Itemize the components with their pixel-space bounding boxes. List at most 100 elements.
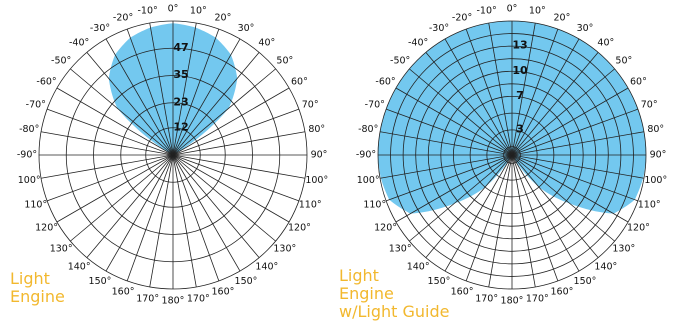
angle-tick-label: 150°: [428, 276, 451, 287]
ring-value-label: 3: [516, 122, 524, 135]
angle-tick-label: 130°: [389, 243, 412, 254]
spoke-gridline: [86, 154, 174, 258]
angle-tick-label: 10°: [190, 6, 207, 17]
spoke-gridline: [409, 68, 513, 156]
angle-tick-label: 160°: [211, 287, 234, 298]
spoke-gridline: [511, 154, 629, 223]
ring-value-label: 47: [173, 41, 188, 54]
spoke-gridline: [385, 154, 513, 202]
spoke-gridline: [172, 52, 260, 156]
angle-tick-label: 130°: [612, 243, 635, 254]
angle-tick-label: 60°: [630, 77, 647, 88]
angle-tick-label: -80°: [358, 124, 378, 135]
spoke-gridline: [511, 108, 639, 156]
angle-tick-label: 50°: [615, 56, 632, 67]
angle-tick-label: -60°: [36, 77, 56, 88]
angle-tick-label: 60°: [291, 77, 308, 88]
spoke-gridline: [149, 22, 174, 156]
angle-tick-label: 100°: [644, 175, 667, 186]
angle-tick-label: -10°: [138, 6, 158, 17]
ring-value-label: 35: [173, 68, 188, 81]
spoke-gridline: [172, 154, 241, 272]
spoke-gridline: [105, 154, 174, 272]
angle-tick-label: 110°: [299, 199, 322, 210]
angle-tick-label: 140°: [407, 261, 430, 272]
spoke-gridline: [172, 154, 306, 179]
ring-value-label: 10: [512, 64, 528, 77]
angle-tick-label: 40°: [258, 38, 275, 49]
spoke-gridline: [425, 154, 513, 258]
spoke-gridline: [425, 52, 513, 156]
angle-tick-label: -30°: [429, 23, 449, 34]
angle-tick-label: 30°: [238, 23, 255, 34]
angle-tick-label: 160°: [550, 287, 573, 298]
spoke-gridline: [395, 154, 513, 223]
spoke-gridline: [172, 154, 197, 288]
angle-tick-label: -20°: [452, 12, 472, 23]
spoke-gridline: [172, 68, 276, 156]
polar-chart-light-engine-light-guide: 0° 10° 20° 30°40°50° 60° 70° 80° 90° 100° 110° 120…: [356, 4, 667, 307]
spoke-gridline: [40, 131, 174, 156]
spoke-gridline: [172, 28, 220, 156]
angle-tick-label: 80°: [308, 124, 325, 135]
ring-value-label: 7: [516, 89, 524, 102]
spoke-gridline: [149, 154, 174, 288]
angle-tick-label: 100°: [357, 175, 380, 186]
legend-light-engine-light-guide: Light Engine w/Light Guide: [339, 267, 449, 321]
spoke-gridline: [56, 154, 174, 223]
angle-tick-label: 170°: [475, 293, 498, 304]
legend-line: Light: [339, 266, 379, 285]
angle-tick-label: 50°: [276, 56, 293, 67]
ring-value-label: 12: [173, 120, 188, 133]
ring-value-label: 23: [173, 95, 188, 108]
legend-line: Engine: [339, 284, 394, 303]
angle-tick-label: 110°: [24, 199, 47, 210]
angle-tick-label: 140°: [68, 261, 91, 272]
angle-tick-label: 100°: [18, 175, 41, 186]
angle-tick-label: 90°: [650, 150, 667, 161]
spoke-gridline: [385, 108, 513, 156]
spoke-gridline: [395, 87, 513, 156]
spoke-gridline: [172, 108, 300, 156]
spoke-gridline: [40, 154, 174, 179]
spoke-gridline: [511, 154, 559, 282]
spoke-gridline: [70, 154, 174, 242]
spoke-gridline: [172, 154, 276, 242]
spoke-gridline: [511, 154, 536, 288]
spoke-gridline: [172, 154, 260, 258]
angle-tick-label: 80°: [647, 124, 664, 135]
angle-tick-label: 160°: [451, 287, 474, 298]
spoke-gridline: [511, 154, 599, 258]
spoke-gridline: [409, 154, 513, 242]
spoke-gridline: [511, 87, 629, 156]
spoke-gridline: [511, 22, 536, 156]
angle-tick-label: 0°: [507, 4, 518, 15]
angle-tick-label: 120°: [288, 223, 311, 234]
spoke-gridline: [379, 154, 513, 179]
spoke-gridline: [172, 38, 241, 156]
spoke-gridline: [511, 68, 615, 156]
ring-value-label: 13: [512, 39, 527, 52]
angle-tick-label: 180°: [501, 296, 524, 307]
legend-line: Light: [10, 269, 50, 288]
spoke-gridline: [70, 68, 174, 156]
spoke-gridline: [126, 154, 174, 282]
legend-line: Engine: [10, 287, 65, 306]
angle-tick-label: -50°: [390, 56, 410, 67]
spoke-gridline: [511, 154, 645, 179]
spoke-gridline: [511, 52, 599, 156]
angle-tick-label: 40°: [597, 38, 614, 49]
spoke-gridline: [444, 154, 513, 272]
spoke-gridline: [172, 22, 197, 156]
angle-tick-label: 110°: [363, 199, 386, 210]
spoke-gridline: [46, 108, 174, 156]
spoke-gridline: [511, 154, 615, 242]
angle-tick-label: -40°: [408, 38, 428, 49]
spoke-gridline: [511, 154, 639, 202]
spoke-gridline: [105, 38, 174, 156]
angle-tick-label: 150°: [574, 276, 597, 287]
angle-tick-label: 150°: [235, 276, 258, 287]
angle-tick-label: 120°: [627, 223, 650, 234]
angle-tick-label: -40°: [69, 38, 89, 49]
angle-tick-label: 30°: [577, 23, 594, 34]
